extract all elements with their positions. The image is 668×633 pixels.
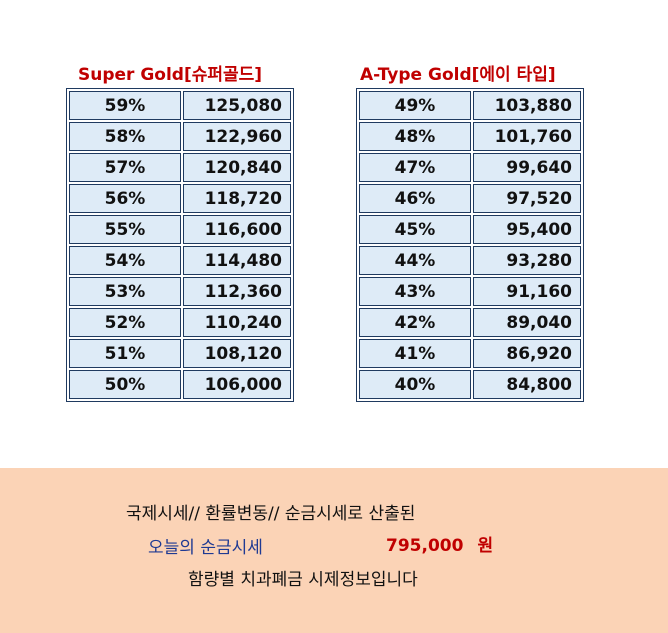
purity-percent-cell: 57% <box>69 153 181 182</box>
table-row: 56% 118,720 <box>69 184 291 213</box>
purity-percent-cell: 46% <box>359 184 471 213</box>
purity-percent-cell: 51% <box>69 339 181 368</box>
purity-percent-cell: 44% <box>359 246 471 275</box>
purity-percent-cell: 40% <box>359 370 471 399</box>
today-gold-price-label: 오늘의 순금시세 <box>148 538 263 558</box>
a-type-gold-table-block: A-Type Gold[에이 타입] 49% 103,880 48% 101,760 4… <box>356 62 584 402</box>
price-cell: 116,600 <box>183 215 291 244</box>
gold-price-notice-panel: 국제시세// 환률변동// 순금시세로 산출된 오늘의 순금시세 795,000… <box>0 468 668 633</box>
purity-percent-cell: 48% <box>359 122 471 151</box>
table-row: 43% 91,160 <box>359 277 581 306</box>
table-row: 47% 99,640 <box>359 153 581 182</box>
price-cell: 86,920 <box>473 339 581 368</box>
price-cell: 110,240 <box>183 308 291 337</box>
purity-percent-cell: 55% <box>69 215 181 244</box>
price-cell: 93,280 <box>473 246 581 275</box>
price-cell: 91,160 <box>473 277 581 306</box>
table-row: 41% 86,920 <box>359 339 581 368</box>
purity-percent-cell: 53% <box>69 277 181 306</box>
table-row: 45% 95,400 <box>359 215 581 244</box>
purity-percent-cell: 59% <box>69 91 181 120</box>
price-cell: 108,120 <box>183 339 291 368</box>
table-row: 57% 120,840 <box>69 153 291 182</box>
purity-percent-cell: 58% <box>69 122 181 151</box>
purity-percent-cell: 50% <box>69 370 181 399</box>
price-cell: 112,360 <box>183 277 291 306</box>
table-row: 46% 97,520 <box>359 184 581 213</box>
price-cell: 103,880 <box>473 91 581 120</box>
table-row: 59% 125,080 <box>69 91 291 120</box>
a-type-gold-price-table: 49% 103,880 48% 101,760 47% 99,640 46% 97,520 45… <box>356 88 584 402</box>
table-row: 58% 122,960 <box>69 122 291 151</box>
super-gold-price-table: 59% 125,080 58% 122,960 57% 120,840 56% 118,720… <box>66 88 294 402</box>
super-gold-table-block: Super Gold[슈퍼골드] 59% 125,080 58% 122,960 57%… <box>66 62 294 402</box>
price-cell: 99,640 <box>473 153 581 182</box>
table-row: 49% 103,880 <box>359 91 581 120</box>
table-row: 42% 89,040 <box>359 308 581 337</box>
purity-percent-cell: 42% <box>359 308 471 337</box>
price-cell: 95,400 <box>473 215 581 244</box>
price-cell: 97,520 <box>473 184 581 213</box>
table-row: 50% 106,000 <box>69 370 291 399</box>
today-gold-price-value: 795,000 <box>386 536 464 556</box>
price-cell: 101,760 <box>473 122 581 151</box>
a-type-gold-rows: 49% 103,880 48% 101,760 47% 99,640 46% 97,520 45… <box>359 91 581 399</box>
table-row: 55% 116,600 <box>69 215 291 244</box>
today-gold-price-unit: 원 <box>477 536 494 556</box>
table-row: 40% 84,800 <box>359 370 581 399</box>
price-cell: 120,840 <box>183 153 291 182</box>
table-row: 51% 108,120 <box>69 339 291 368</box>
purity-percent-cell: 45% <box>359 215 471 244</box>
purity-percent-cell: 49% <box>359 91 471 120</box>
price-cell: 84,800 <box>473 370 581 399</box>
table-row: 48% 101,760 <box>359 122 581 151</box>
a-type-gold-title: A-Type Gold[에이 타입] <box>360 65 556 85</box>
table-row: 54% 114,480 <box>69 246 291 275</box>
purity-percent-cell: 47% <box>359 153 471 182</box>
purity-percent-cell: 56% <box>69 184 181 213</box>
price-cell: 125,080 <box>183 91 291 120</box>
table-row: 53% 112,360 <box>69 277 291 306</box>
table-row: 44% 93,280 <box>359 246 581 275</box>
price-cell: 118,720 <box>183 184 291 213</box>
super-gold-rows: 59% 125,080 58% 122,960 57% 120,840 56% 118,720… <box>69 91 291 399</box>
table-row: 52% 110,240 <box>69 308 291 337</box>
purity-percent-cell: 41% <box>359 339 471 368</box>
purity-percent-cell: 54% <box>69 246 181 275</box>
price-cell: 114,480 <box>183 246 291 275</box>
price-cell: 122,960 <box>183 122 291 151</box>
price-cell: 106,000 <box>183 370 291 399</box>
notice-line-1: 국제시세// 환률변동// 순금시세로 산출된 <box>126 504 416 524</box>
notice-line-3: 함량별 치과폐금 시제정보입니다 <box>188 570 418 590</box>
price-cell: 89,040 <box>473 308 581 337</box>
purity-percent-cell: 43% <box>359 277 471 306</box>
purity-percent-cell: 52% <box>69 308 181 337</box>
super-gold-title: Super Gold[슈퍼골드] <box>78 65 263 85</box>
today-gold-price: 795,000 원 <box>386 531 493 556</box>
